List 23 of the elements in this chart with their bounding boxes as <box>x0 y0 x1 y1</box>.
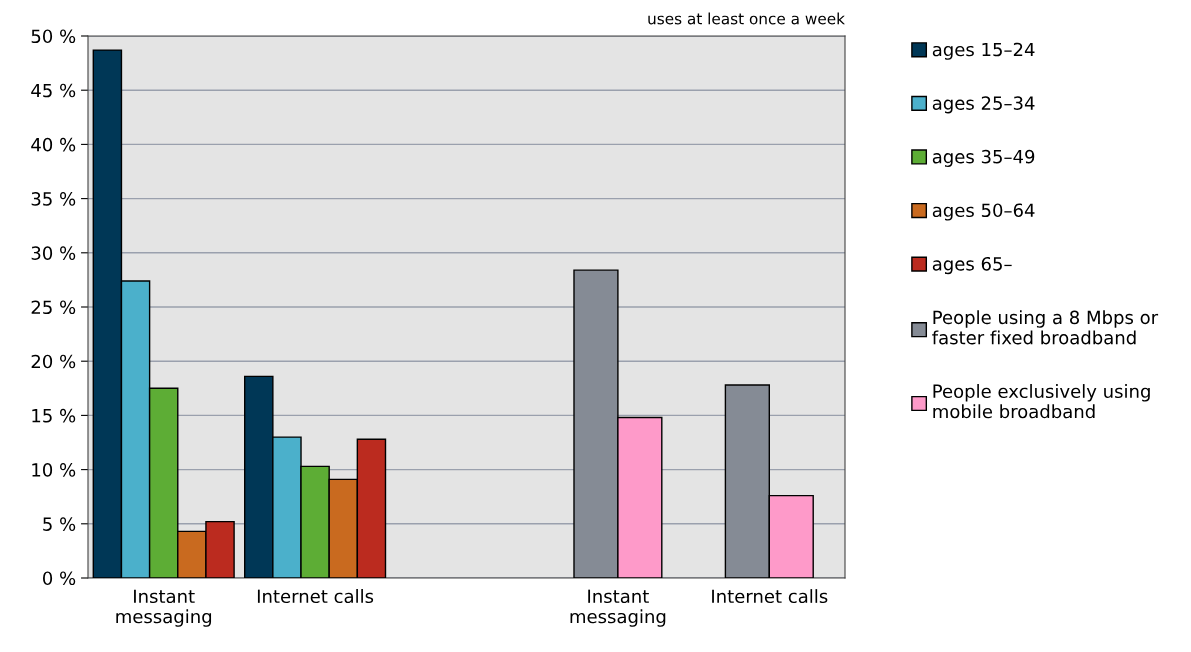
y-tick-label: 0 % <box>43 571 76 586</box>
y-tick-label: 45 % <box>31 83 76 98</box>
legend-label: ages 25–34 <box>932 96 1035 114</box>
y-tick-label: 50 % <box>31 29 76 44</box>
legend-label: ages 35–49 <box>932 149 1035 167</box>
y-tick-label: 40 % <box>31 137 76 152</box>
y-tick-label: 30 % <box>31 246 76 260</box>
legend-label: ages 50–64 <box>932 203 1035 221</box>
legend-label: ages 15–24 <box>932 42 1035 60</box>
text: uses at least once a week <box>648 12 845 25</box>
y-tick-label: 35 % <box>31 192 76 206</box>
y-tick-label: 15 % <box>32 408 76 423</box>
x-tick-label: Instant messaging <box>116 589 212 627</box>
x-tick-label: Internet calls <box>712 589 828 604</box>
legend-label: ages 65– <box>932 256 1012 275</box>
x-tick-label: Instant messaging <box>570 589 666 627</box>
y-tick-label: 10 % <box>32 463 76 477</box>
y-tick-label: 25 % <box>31 300 76 315</box>
legend-label: People using a 8 Mbps or faster fixed broadband <box>932 310 1159 345</box>
legend-label: People exclusively using mobile broadband <box>933 384 1150 419</box>
y-tick-label: 20 % <box>31 354 76 369</box>
y-tick-label: 5 % <box>43 517 76 531</box>
x-tick-label: Internet calls <box>257 589 374 604</box>
